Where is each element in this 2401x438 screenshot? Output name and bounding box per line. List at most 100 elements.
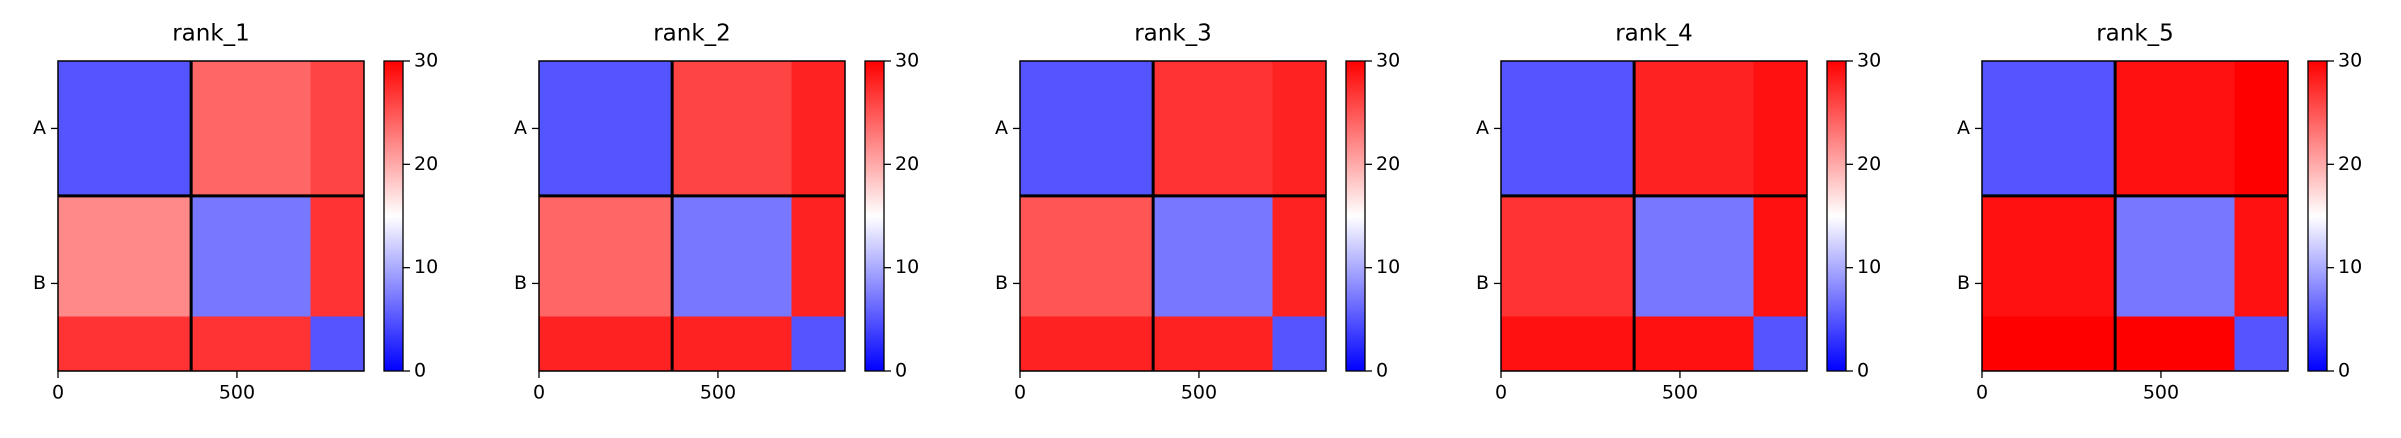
y-tick-label: B xyxy=(995,272,1008,294)
chart-title: rank_2 xyxy=(653,21,731,47)
heatmap-cell xyxy=(539,195,673,317)
chart-title: rank_1 xyxy=(172,21,250,47)
y-tick-label: A xyxy=(1476,117,1489,139)
heatmap-cell xyxy=(58,195,192,317)
heatmap-cell xyxy=(58,316,192,371)
colorbar xyxy=(1345,60,1366,372)
heatmap-cell xyxy=(2115,316,2235,371)
colorbar-tick-label: 20 xyxy=(2338,153,2362,175)
heatmap-cell xyxy=(1501,195,1635,317)
colorbar-tick-label: 10 xyxy=(895,256,919,278)
chart-title: rank_3 xyxy=(1134,21,1212,47)
x-tick-label: 500 xyxy=(700,382,736,404)
heatmap-cell xyxy=(539,61,673,196)
heatmap-cell xyxy=(1272,61,1326,196)
heatmap-cell xyxy=(1634,316,1754,371)
heatmap-cell xyxy=(191,61,311,196)
colorbar-tick-label: 30 xyxy=(414,50,438,72)
heatmap-cell xyxy=(191,316,311,371)
colorbar xyxy=(383,60,404,372)
y-tick-label: A xyxy=(514,117,527,139)
heatmap-cell xyxy=(1501,61,1635,196)
axes-frame xyxy=(1019,60,1327,372)
axes-frame xyxy=(1500,60,1808,372)
colorbar-tick-label: 20 xyxy=(414,153,438,175)
axes-frame xyxy=(1981,60,2289,372)
colorbar-tick-label: 20 xyxy=(1857,153,1881,175)
colorbar-tick-label: 0 xyxy=(1376,360,1388,382)
panel: rank_1 0 500 A B 0 10 20 30 xyxy=(33,21,438,404)
colorbar-tick-label: 10 xyxy=(2338,256,2362,278)
colorbar-tick-label: 30 xyxy=(2338,50,2362,72)
y-tick-label: B xyxy=(33,272,46,294)
colorbar-tick-label: 0 xyxy=(895,360,907,382)
x-tick-label: 0 xyxy=(1495,382,1507,404)
heatmap-cell xyxy=(2234,195,2288,317)
axes-frame xyxy=(57,60,365,372)
panel: rank_5 0 500 A B 0 10 20 30 xyxy=(1957,21,2362,404)
heatmap-cell xyxy=(1272,195,1326,317)
heatmap-cell xyxy=(672,195,792,317)
colorbar-tick-label: 30 xyxy=(895,50,919,72)
axes-frame xyxy=(538,60,846,372)
y-tick-label: B xyxy=(1957,272,1970,294)
heatmap-cell xyxy=(1753,195,1807,317)
chart-title: rank_5 xyxy=(2096,21,2174,47)
heatmap-cell xyxy=(58,61,192,196)
heatmap-cell xyxy=(2234,316,2288,371)
heatmap-cell xyxy=(1982,61,2116,196)
x-tick-label: 0 xyxy=(52,382,64,404)
heatmap-cell xyxy=(1634,61,1754,196)
heatmap-cell xyxy=(672,316,792,371)
heatmap-cell xyxy=(791,195,845,317)
heatmap-cell xyxy=(1753,61,1807,196)
colorbar-tick-label: 0 xyxy=(414,360,426,382)
heatmap-cell xyxy=(1020,316,1154,371)
chart-title: rank_4 xyxy=(1615,21,1693,47)
colorbar-tick-label: 0 xyxy=(2338,360,2350,382)
heatmap-cell xyxy=(1272,316,1326,371)
heatmap-cell xyxy=(672,61,792,196)
heatmap-cell xyxy=(310,195,364,317)
y-tick-label: B xyxy=(1476,272,1489,294)
heatmap-cell xyxy=(1501,316,1635,371)
colorbar-tick-label: 30 xyxy=(1857,50,1881,72)
panel: rank_2 0 500 A B 0 10 20 30 xyxy=(514,21,919,404)
colorbar xyxy=(2307,60,2328,372)
heatmap-cell xyxy=(1753,316,1807,371)
colorbar-tick-label: 20 xyxy=(1376,153,1400,175)
x-tick-label: 0 xyxy=(533,382,545,404)
heatmap-cell xyxy=(1020,195,1154,317)
heatmap-cell xyxy=(1153,195,1273,317)
y-tick-label: A xyxy=(33,117,46,139)
x-tick-label: 500 xyxy=(1181,382,1217,404)
heatmap-cell xyxy=(1634,195,1754,317)
y-tick-label: B xyxy=(514,272,527,294)
heatmap-cell xyxy=(791,316,845,371)
heatmap-cell xyxy=(1982,316,2116,371)
panel: rank_3 0 500 A B 0 10 20 30 xyxy=(995,21,1400,404)
heatmap-cell xyxy=(539,316,673,371)
heatmap-cell xyxy=(791,61,845,196)
colorbar-tick-label: 20 xyxy=(895,153,919,175)
panel: rank_4 0 500 A B 0 10 20 30 xyxy=(1476,21,1881,404)
y-tick-label: A xyxy=(995,117,1008,139)
heatmap-cell xyxy=(2115,195,2235,317)
colorbar-tick-label: 30 xyxy=(1376,50,1400,72)
heatmap-cell xyxy=(1020,61,1154,196)
heatmap-cell xyxy=(310,316,364,371)
colorbar-tick-label: 10 xyxy=(1376,256,1400,278)
x-tick-label: 500 xyxy=(219,382,255,404)
colorbar-tick-label: 10 xyxy=(414,256,438,278)
colorbar-tick-label: 10 xyxy=(1857,256,1881,278)
x-tick-label: 0 xyxy=(1014,382,1026,404)
heatmap-cell xyxy=(310,61,364,196)
colorbar xyxy=(864,60,885,372)
x-tick-label: 0 xyxy=(1976,382,1988,404)
x-tick-label: 500 xyxy=(1662,382,1698,404)
colorbar xyxy=(1826,60,1847,372)
heatmap-cell xyxy=(1982,195,2116,317)
heatmap-cell xyxy=(1153,316,1273,371)
heatmap-cell xyxy=(1153,61,1273,196)
